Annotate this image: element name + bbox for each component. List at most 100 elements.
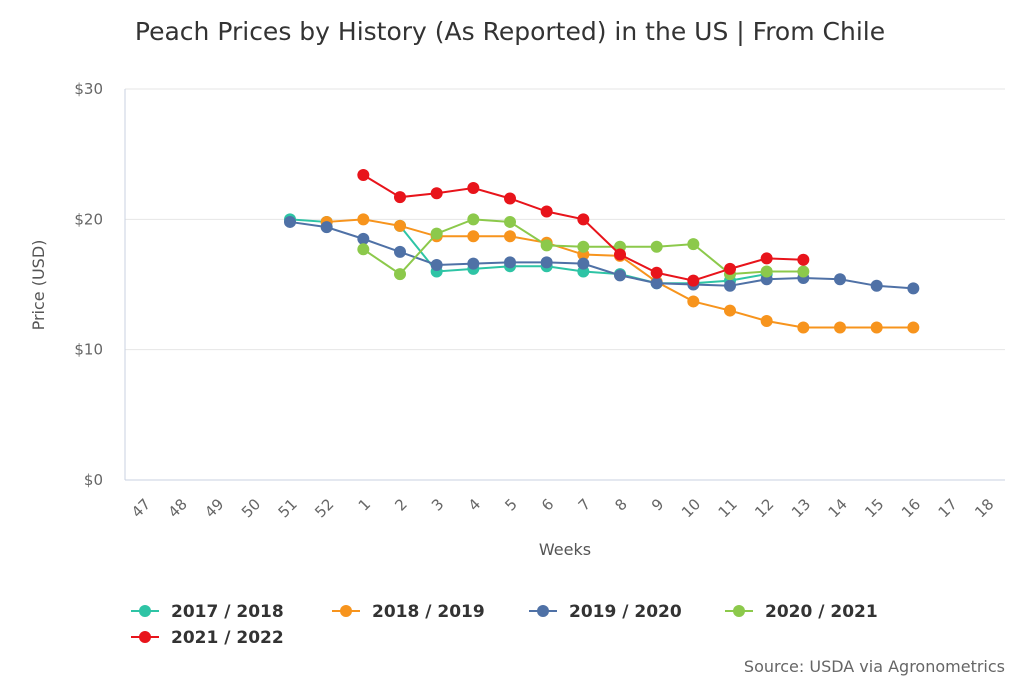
data-point[interactable] <box>870 279 883 292</box>
y-axis: $0 $10 $20 $30 <box>74 80 126 489</box>
data-point[interactable] <box>577 240 590 253</box>
x-tick-label: 52 <box>311 495 337 521</box>
data-point[interactable] <box>284 215 296 228</box>
x-tick-label: 17 <box>935 495 961 521</box>
series-2 <box>284 215 920 295</box>
legend-label: 2018 / 2019 <box>372 602 485 622</box>
data-point[interactable] <box>467 257 480 270</box>
series-group <box>284 169 920 334</box>
y-tick-label: $30 <box>74 80 103 98</box>
legend-item[interactable]: 2019 / 2020 <box>529 602 682 622</box>
data-point[interactable] <box>504 256 516 269</box>
data-point[interactable] <box>577 257 590 270</box>
data-point[interactable] <box>907 321 920 334</box>
x-tick-label: 50 <box>238 495 264 521</box>
data-point[interactable] <box>797 253 810 266</box>
legend-label: 2019 / 2020 <box>569 602 682 622</box>
data-point[interactable] <box>540 256 553 269</box>
y-axis-title: Price (USD) <box>29 240 48 331</box>
x-tick-label: 5 <box>501 495 520 514</box>
data-point[interactable] <box>430 227 443 240</box>
legend-marker <box>733 605 745 617</box>
x-tick-label: 51 <box>275 495 301 521</box>
data-point[interactable] <box>870 321 883 334</box>
y-tick-label: $0 <box>84 471 103 489</box>
data-point[interactable] <box>650 277 663 290</box>
data-point[interactable] <box>394 245 406 258</box>
data-point[interactable] <box>687 274 700 287</box>
legend-marker <box>340 605 352 617</box>
data-point[interactable] <box>687 238 700 251</box>
x-axis: 47 48 49 50 51 52 1 2 3 4 5 6 7 8 9 10 11 12 13 14 15 16 17 18 <box>128 495 998 521</box>
data-point[interactable] <box>650 240 663 253</box>
legend-label: 2017 / 2018 <box>171 602 284 622</box>
data-point[interactable] <box>504 192 516 205</box>
data-point[interactable] <box>430 187 443 200</box>
data-point[interactable] <box>504 230 516 243</box>
data-point[interactable] <box>540 239 553 252</box>
data-point[interactable] <box>797 321 810 334</box>
legend-item[interactable]: 2018 / 2019 <box>332 602 485 622</box>
x-tick-label: 15 <box>861 495 887 521</box>
data-point[interactable] <box>394 191 406 204</box>
data-point[interactable] <box>357 232 370 245</box>
data-point[interactable] <box>614 248 626 261</box>
series-line <box>289 218 327 223</box>
data-point[interactable] <box>907 282 920 295</box>
data-point[interactable] <box>614 269 626 282</box>
legend-item[interactable]: 2021 / 2022 <box>131 628 284 648</box>
x-tick-label: 4 <box>465 495 484 514</box>
data-point[interactable] <box>760 314 773 327</box>
data-point[interactable] <box>394 268 406 281</box>
data-point[interactable] <box>357 169 370 182</box>
data-point[interactable] <box>394 219 406 232</box>
legend-label: 2020 / 2021 <box>765 602 878 622</box>
data-point[interactable] <box>724 304 736 317</box>
data-point[interactable] <box>430 258 443 271</box>
data-point[interactable] <box>650 266 663 279</box>
x-tick-label: 1 <box>355 495 374 514</box>
x-tick-label: 47 <box>128 495 154 521</box>
legend-marker <box>139 605 151 617</box>
data-point[interactable] <box>540 205 553 218</box>
legend-marker <box>537 605 549 617</box>
data-point[interactable] <box>797 265 810 278</box>
x-tick-label: 9 <box>648 495 667 514</box>
data-point[interactable] <box>577 213 590 226</box>
x-tick-label: 48 <box>165 495 191 521</box>
y-tick-label: $20 <box>74 210 103 228</box>
x-tick-label: 11 <box>715 495 741 521</box>
data-point[interactable] <box>357 213 370 226</box>
data-point[interactable] <box>467 230 480 243</box>
data-point[interactable] <box>504 215 516 228</box>
chart-title: Peach Prices by History (As Reported) in… <box>135 17 885 46</box>
data-point[interactable] <box>467 182 480 195</box>
data-point[interactable] <box>760 265 773 278</box>
grid <box>125 88 1005 481</box>
x-tick-label: 7 <box>575 495 594 514</box>
legend-marker <box>139 631 151 643</box>
data-point[interactable] <box>467 213 480 226</box>
data-point[interactable] <box>834 321 846 334</box>
data-point[interactable] <box>724 262 736 275</box>
data-point[interactable] <box>834 273 846 286</box>
x-tick-label: 14 <box>825 495 851 521</box>
x-tick-label: 12 <box>751 495 777 521</box>
legend-label: 2021 / 2022 <box>171 628 284 648</box>
data-point[interactable] <box>687 295 700 308</box>
legend-item[interactable]: 2020 / 2021 <box>725 602 878 622</box>
x-axis-title: Weeks <box>539 540 591 559</box>
x-tick-label: 13 <box>788 495 814 521</box>
data-point[interactable] <box>724 279 736 292</box>
legend: 2017 / 2018 2018 / 2019 2019 / 2020 2020 / … <box>131 602 878 648</box>
x-tick-label: 3 <box>428 495 447 514</box>
series-4 <box>357 169 810 287</box>
data-point[interactable] <box>760 252 773 265</box>
legend-item[interactable]: 2017 / 2018 <box>131 602 284 622</box>
data-point[interactable] <box>320 221 333 234</box>
data-point[interactable] <box>357 243 370 256</box>
x-tick-label: 18 <box>971 495 997 521</box>
x-tick-label: 8 <box>611 495 630 514</box>
